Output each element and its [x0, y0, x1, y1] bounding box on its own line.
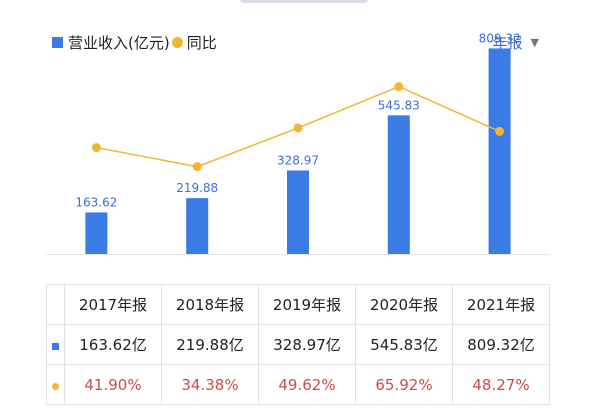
revenue-marker-cell [46, 324, 65, 365]
revenue-bar [287, 170, 309, 254]
header-cell: 2021年报 [452, 284, 550, 325]
yoy-legend-label: 同比 [186, 33, 217, 52]
yoy-cell: 34.38% [161, 364, 259, 405]
period-selector-label: 年报 [492, 33, 523, 52]
revenue-bar-label: 809.32 [479, 31, 521, 45]
revenue-legend-label: 营业收入(亿元) [68, 33, 170, 52]
revenue-cell: 545.83亿 [355, 324, 453, 365]
revenue-bar-label: 219.88 [176, 181, 218, 195]
yoy-cell: 65.92% [355, 364, 453, 405]
yoy-point [91, 143, 101, 153]
revenue-cell: 163.62亿 [64, 324, 162, 365]
revenue-bar-label: 163.62 [75, 195, 117, 209]
yoy-point [293, 123, 303, 133]
table-header-row: 2017年报 2018年报 2019年报 2020年报 2021年报 [46, 284, 550, 325]
yoy-cell: 48.27% [452, 364, 550, 405]
revenue-cell: 219.88亿 [161, 324, 259, 365]
period-selector[interactable]: 年报 ▼ [493, 31, 539, 53]
revenue-cell: 328.97亿 [258, 324, 356, 365]
top-tab-indicator [240, 0, 368, 3]
revenue-bar-label: 545.83 [378, 98, 420, 112]
revenue-cell: 809.32亿 [452, 324, 550, 365]
header-cell: 2017年报 [64, 284, 162, 325]
header-cell: 2018年报 [161, 284, 259, 325]
yoy-cell: 49.62% [258, 364, 356, 405]
yoy-cell: 41.90% [64, 364, 162, 405]
header-cell: 2019年报 [258, 284, 356, 325]
yoy-row: 41.90% 34.38% 49.62% 65.92% 48.27% [46, 364, 550, 405]
revenue-bar-label: 328.97 [277, 153, 319, 167]
yoy-marker-cell [46, 364, 65, 405]
yoy-legend-dot-icon [171, 36, 183, 48]
revenue-legend-square-icon [52, 36, 63, 48]
data-table: 2017年报 2018年报 2019年报 2020年报 2021年报 163.6… [46, 284, 550, 405]
yoy-dot-icon [52, 382, 59, 390]
chart-legend: 营业收入(亿元) 同比 [52, 31, 217, 53]
header-marker-cell [46, 284, 65, 325]
revenue-square-icon [52, 342, 59, 350]
revenue-row: 163.62亿 219.88亿 328.97亿 545.83亿 809.32亿 [46, 324, 550, 365]
revenue-bar [85, 212, 108, 254]
revenue-bar [387, 115, 410, 254]
revenue-bar [488, 48, 511, 254]
revenue-chart: 163.62 219.88 328.97 545.83 809.32 [46, 31, 550, 255]
yoy-point [192, 162, 202, 172]
caret-down-icon: ▼ [530, 35, 539, 49]
revenue-bar [186, 198, 209, 254]
header-cell: 2020年报 [355, 284, 453, 325]
yoy-point [495, 126, 505, 136]
yoy-point [394, 82, 404, 92]
